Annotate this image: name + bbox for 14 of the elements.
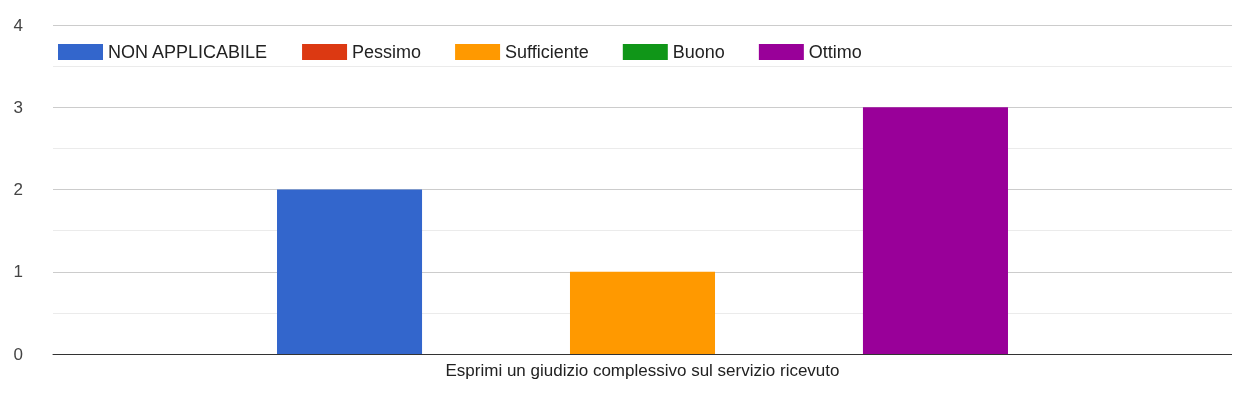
bar [862, 107, 1008, 354]
y-tick-label: 1 [13, 262, 23, 282]
legend-label: Pessimo [352, 42, 422, 62]
bar [569, 271, 716, 354]
y-tick-label: 4 [13, 15, 23, 35]
x-tick-label: Esprimi un giudizio complessivo sul servizio ricevuto [445, 361, 840, 380]
y-tick-label: 2 [13, 180, 23, 199]
legend-label: NON APPLICABILE [108, 42, 268, 62]
legend-label: Sufficiente [505, 42, 589, 62]
bar [277, 189, 423, 354]
legend-label: Ottimo [808, 42, 862, 62]
y-tick-label: 0 [13, 344, 23, 364]
legend-label: Buono [672, 42, 725, 62]
y-tick-label: 3 [13, 97, 23, 117]
